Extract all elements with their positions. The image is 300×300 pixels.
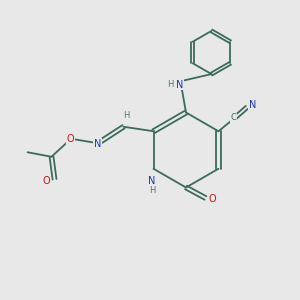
Text: O: O (67, 134, 74, 144)
Text: C: C (230, 113, 236, 122)
Text: N: N (94, 139, 101, 149)
Text: N: N (249, 100, 256, 110)
Text: H: H (123, 111, 129, 120)
Text: O: O (42, 176, 50, 186)
Text: O: O (208, 194, 216, 205)
Text: H: H (149, 186, 155, 195)
Text: N: N (148, 176, 156, 186)
Text: N: N (176, 80, 184, 90)
Text: H: H (167, 80, 173, 89)
